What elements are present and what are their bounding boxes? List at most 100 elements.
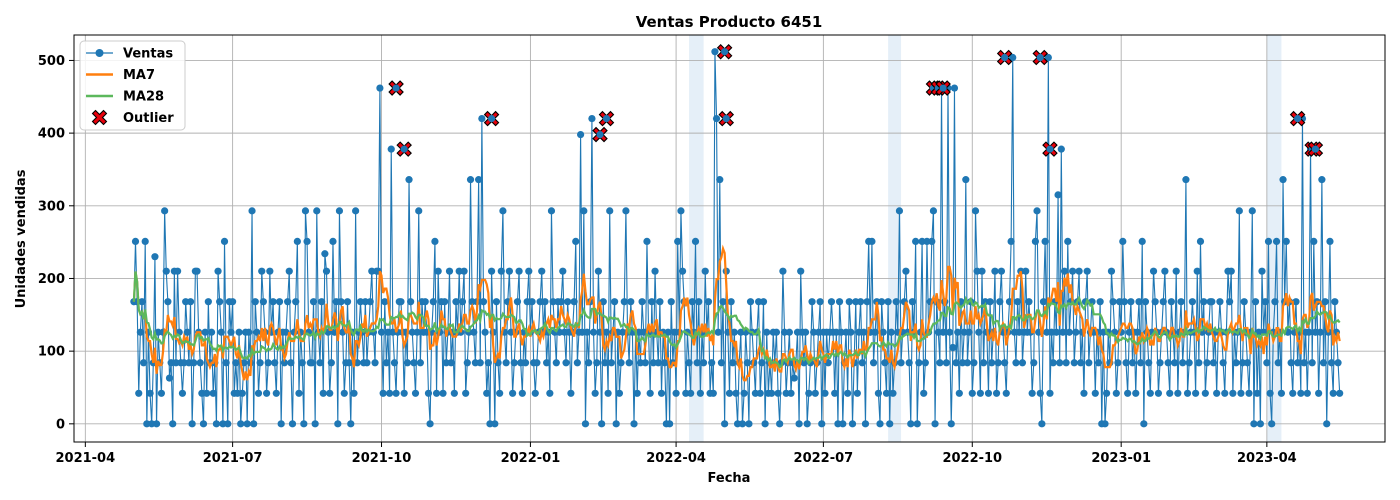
ventas-point [1119, 237, 1127, 246]
outlier-point [722, 114, 730, 123]
outlier-point [1001, 53, 1009, 62]
ventas-point [470, 328, 478, 336]
ventas-point [256, 359, 264, 367]
ventas-point [1229, 389, 1237, 397]
ventas-point [1018, 359, 1027, 367]
ventas-point [138, 298, 146, 306]
ventas-point [800, 359, 808, 367]
ventas-point [727, 298, 735, 306]
ventas-point [298, 359, 306, 367]
ventas-point [946, 328, 954, 336]
ventas-point [1256, 420, 1264, 428]
ventas-point [643, 237, 651, 246]
ventas-point [259, 298, 267, 306]
ventas-point [190, 359, 198, 367]
ventas-point [1183, 389, 1192, 397]
ventas-point [975, 328, 983, 336]
ventas-point [818, 420, 826, 428]
ventas-point [541, 298, 549, 306]
ventas-point [1041, 237, 1049, 246]
ventas-point [207, 328, 216, 336]
ventas-point [421, 298, 429, 306]
ventas-point [1133, 328, 1141, 336]
ventas-point [920, 389, 928, 397]
ventas-point [625, 359, 633, 367]
ventas-point [1282, 237, 1290, 246]
ventas-point [871, 328, 879, 336]
ventas-point [216, 298, 224, 306]
ventas-point [345, 359, 353, 367]
ventas-point [1289, 389, 1297, 397]
ventas-point [585, 359, 593, 367]
ventas-point [947, 420, 955, 428]
ventas-point [337, 298, 345, 306]
ventas-point [311, 420, 319, 428]
ventas-point [254, 389, 263, 397]
ventas-point [858, 359, 866, 367]
ventas-point [264, 359, 272, 367]
ventas-point [1243, 359, 1252, 367]
ventas-point [936, 359, 944, 367]
outlier-marker [1032, 49, 1049, 66]
ventas-point [787, 389, 795, 397]
ventas-point [196, 359, 204, 367]
ventas-point [761, 420, 769, 428]
ventas-point [327, 359, 335, 367]
ventas-point [594, 267, 603, 275]
ventas-point [559, 267, 567, 275]
ventas-point [942, 359, 950, 367]
outlier-marker [1307, 141, 1324, 157]
ventas-point [1022, 267, 1030, 275]
ventas-point [1195, 359, 1203, 367]
ventas-point [790, 374, 798, 382]
ventas-point [235, 328, 243, 336]
ventas-point [1221, 389, 1229, 397]
ventas-point [1149, 267, 1158, 275]
ventas-point [1057, 145, 1065, 153]
ventas-point [340, 389, 348, 397]
ventas-point [607, 359, 615, 367]
ventas-point [462, 389, 470, 397]
ventas-point [275, 298, 284, 306]
ventas-point [439, 389, 447, 397]
ventas-point [546, 389, 554, 397]
ventas-point [1327, 359, 1336, 367]
ventas-point [1054, 191, 1062, 199]
ventas-point [1316, 328, 1324, 336]
ventas-point [835, 298, 844, 306]
outlier-marker [935, 80, 951, 96]
ventas-point [1103, 389, 1111, 397]
ventas-point [1062, 359, 1070, 367]
ventas-point [528, 298, 536, 306]
ventas-point [292, 298, 300, 306]
ventas-point [263, 389, 271, 397]
ventas-point [1114, 359, 1122, 367]
ventas-point [1141, 298, 1150, 306]
ventas-point [1303, 389, 1311, 397]
ventas-point [1182, 176, 1190, 184]
ventas-point [476, 359, 484, 367]
ventas-point [638, 298, 646, 306]
ventas-point [714, 328, 722, 336]
ventas-point [140, 359, 148, 367]
ventas-point [1292, 298, 1300, 306]
ventas-point [135, 389, 143, 397]
ventas-point [949, 343, 957, 352]
ventas-point [484, 359, 492, 367]
ventas-point [531, 389, 539, 397]
ventas-point [237, 420, 245, 428]
ventas-point [709, 389, 717, 397]
ventas-point [1154, 389, 1163, 397]
outlier-point [392, 84, 400, 92]
ventas-point [1012, 359, 1020, 367]
ventas-point [1109, 298, 1117, 306]
ventas-point [1240, 298, 1248, 306]
outlier-marker [598, 110, 615, 127]
ventas-point [884, 298, 892, 306]
outlier-point [400, 145, 408, 153]
ventas-point [295, 389, 303, 397]
ventas-point [984, 389, 993, 397]
ventas-point [881, 359, 889, 367]
ventas-point [902, 267, 910, 275]
ventas-point [272, 389, 280, 397]
